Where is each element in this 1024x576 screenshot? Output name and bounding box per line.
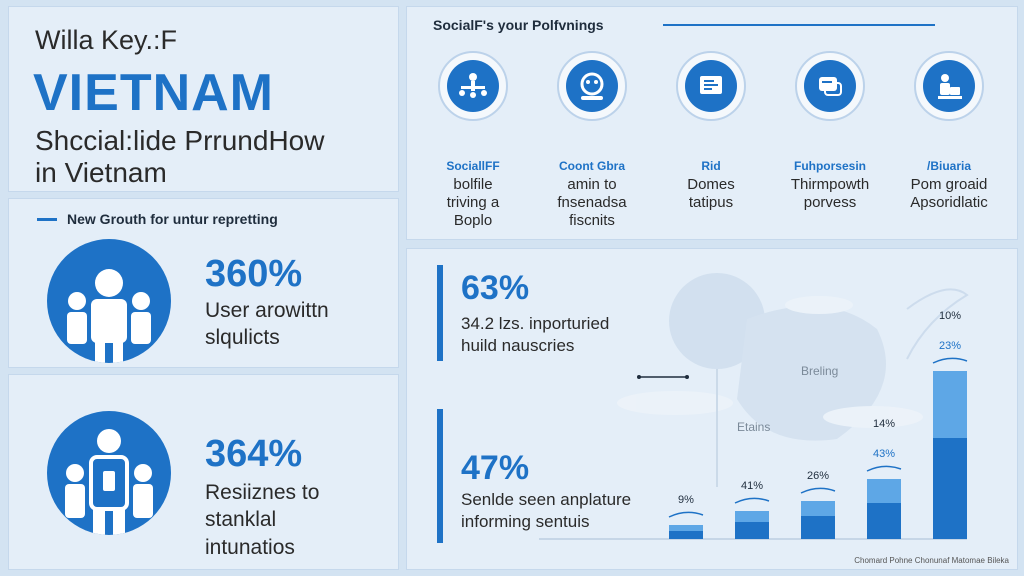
growth-stat-2-line-1: Resiiznes to [205, 481, 320, 504]
chart-stat-1-value: 63% [461, 269, 530, 307]
stat-accent-bar-1 [437, 265, 443, 361]
social-item-4-desc: Thirmpowth porvess [772, 176, 888, 212]
social-item-2-desc: amin to fnsenadsa fiscnits [534, 176, 650, 230]
social-item-4: Fuhporsesin Thirmpowth porvess [772, 51, 888, 212]
social-item-4-line-1: Thirmpowth [790, 176, 870, 193]
chart-stat-2-text: Senlde seen anplature informing sentuis [461, 489, 631, 533]
pointer-dot-right [685, 375, 689, 379]
social-item-2-ring [557, 51, 627, 121]
map-label-2: Etains [737, 420, 770, 434]
chart-bar-swoosh-5 [932, 357, 968, 364]
growth-stat-2-line-3: intunatios [205, 535, 295, 559]
social-item-2: Coont Gbra amin to fnsenadsa fiscnits [534, 51, 650, 230]
growth-stat-1-text: User arowittn slqulicts [205, 297, 329, 352]
chart-bar-highlight-2 [735, 511, 769, 522]
social-item-4-ring [795, 51, 865, 121]
app-users-icon [47, 411, 171, 535]
chart-stat-1-line-2: huild nauscries [461, 336, 575, 356]
chart-stat-2-line-2: informing sentuis [461, 512, 590, 532]
face-icon [566, 60, 618, 112]
users-group-icon [47, 239, 171, 363]
network-icon [447, 60, 499, 112]
social-item-5-desc: Pom groaid Apsoridlatic [891, 176, 1007, 212]
chart-bar-highlight-3 [801, 501, 835, 516]
growth-stat-2-value: 364% [205, 433, 303, 475]
social-item-2-label: Coont Gbra [559, 159, 625, 173]
social-item-5-line-1: Pom groaid [910, 176, 988, 193]
bars-layer: 9% 41% 26% 43% 14% 23% 10% [668, 310, 968, 539]
chart-bar-highlight-4 [867, 479, 901, 503]
social-item-1-line-3: Boplo [453, 212, 493, 229]
social-item-3-ring [676, 51, 746, 121]
title-tagline-2: in Vietnam [35, 157, 167, 188]
chart-stat-2-value: 47% [461, 449, 530, 487]
chart-bar-label-3: 26% [807, 470, 829, 482]
growth-stat-1-value: 360% [205, 253, 303, 295]
growth-stat-2-line-2: stanklal [205, 508, 277, 532]
social-item-1-ring [438, 51, 508, 121]
screen-icon [685, 60, 737, 112]
social-item-3-desc: Domes tatipus [653, 176, 769, 212]
chart-bar-swoosh-4 [866, 465, 902, 472]
title-main: VIETNAM [33, 64, 274, 122]
social-item-5: /Biuaria Pom groaid Apsoridlatic [891, 51, 1007, 212]
chart-bar-swoosh-3 [800, 487, 836, 494]
social-item-1-line-1: bolfile [453, 176, 493, 193]
social-item-1-line-2: triving a [446, 194, 500, 211]
social-item-3-line-2: tatipus [688, 194, 734, 211]
social-item-5-line-2: Apsoridlatic [910, 194, 988, 211]
chart-stat-2-line-1: Senlde seen anplature [461, 490, 632, 509]
title-subtitle: Willa Key.:F [35, 25, 178, 55]
globe-decoration [617, 273, 969, 487]
social-heading-line [663, 24, 935, 26]
heading-dash [37, 217, 57, 221]
chat-icon [804, 60, 856, 112]
map-label-1: Breling [801, 364, 838, 378]
chart-bar-label-5: 23% [939, 340, 961, 352]
person-desk-icon [923, 60, 975, 112]
title-tagline-1: Shccial:lide PrrundHow [35, 125, 325, 156]
social-item-1-desc: bolfile triving a Boplo [415, 176, 531, 230]
chart-bar-label-1: 9% [678, 494, 694, 506]
social-heading: SocialF's your Polfvnings [433, 17, 604, 33]
growth-heading: New Grouth for untur repretting [37, 211, 278, 227]
social-item-3: Rid Domes tatipus [653, 51, 769, 212]
growth-panel-1: New Grouth for untur repretting 360% Use… [8, 198, 399, 368]
social-item-3-label: Rid [701, 159, 721, 173]
growth-stat-1-line-1: User arowittn [205, 299, 329, 322]
chart-bar-top-label-5: 10% [939, 310, 961, 322]
chart-canvas: Breling Etains 9% 41% 26% 43% 14% 23% 10% [539, 273, 969, 540]
growth-panel-2: 364% Resiiznes to stanklal intunatios [8, 374, 399, 570]
social-item-5-ring [914, 51, 984, 121]
chart-panel: Breling Etains 9% 41% 26% 43% 14% 23% 10% 63% … [406, 248, 1018, 570]
chart-stat-1-text: 34.2 lzs. inporturied huild nauscries [461, 313, 609, 357]
growth-heading-text: New Grouth for untur repretting [67, 211, 278, 227]
chart-bar-label-2: 41% [741, 480, 763, 492]
chart-bar-swoosh-2 [734, 497, 770, 504]
chart-stat-1-line-1: 34.2 lzs. inporturied [461, 314, 610, 333]
social-item-2-line-1: amin to [567, 176, 617, 193]
social-item-1-label: SociallFF [446, 159, 500, 173]
social-panel: SocialF's your Polfvnings SociallFF bolf… [406, 6, 1018, 240]
chart-bar-highlight-5 [933, 371, 967, 438]
social-item-2-line-3: fiscnits [569, 212, 615, 229]
image-credit: Chomard Pohne Chonunaf Matomae Bileka [854, 556, 1009, 565]
stat-accent-bar-2 [437, 409, 443, 543]
growth-stat-2-text: Resiiznes to stanklal intunatios [205, 479, 319, 561]
social-item-5-label: /Biuaria [926, 159, 971, 173]
chart-bar-top-label-4: 14% [873, 418, 895, 430]
title-panel: Willa Key.:F VIETNAM Shccial:lide Prrund… [8, 6, 399, 192]
chart-bar-highlight-1 [669, 525, 703, 531]
chart-bar-swoosh-1 [668, 511, 704, 518]
social-item-2-line-2: fnsenadsa [557, 194, 627, 211]
pointer-dot-left [637, 375, 641, 379]
social-item-1: SociallFF bolfile triving a Boplo [415, 51, 531, 230]
chart-bar-label-4: 43% [873, 448, 895, 460]
social-item-4-line-2: porvess [803, 194, 857, 211]
social-item-4-label: Fuhporsesin [793, 159, 866, 173]
social-item-3-line-1: Domes [687, 176, 735, 193]
growth-stat-1-line-2: slqulicts [205, 326, 280, 350]
